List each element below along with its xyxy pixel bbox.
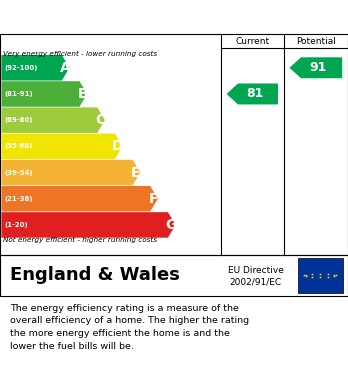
Polygon shape <box>1 212 176 238</box>
Text: E: E <box>131 165 140 179</box>
Text: (1-20): (1-20) <box>5 222 28 228</box>
Text: EU Directive: EU Directive <box>228 265 284 274</box>
Text: C: C <box>95 113 105 127</box>
Text: 81: 81 <box>246 88 263 100</box>
Bar <box>298 258 343 293</box>
Polygon shape <box>1 186 158 212</box>
Polygon shape <box>1 81 87 107</box>
Text: (69-80): (69-80) <box>5 117 33 123</box>
Text: G: G <box>165 218 177 232</box>
Text: (39-54): (39-54) <box>5 170 33 176</box>
Text: D: D <box>112 139 124 153</box>
Polygon shape <box>1 134 122 159</box>
Text: A: A <box>60 61 70 75</box>
Text: Not energy efficient - higher running costs: Not energy efficient - higher running co… <box>3 237 158 243</box>
Text: 2002/91/EC: 2002/91/EC <box>230 278 282 287</box>
Text: (21-38): (21-38) <box>5 196 33 202</box>
Text: Energy Efficiency Rating: Energy Efficiency Rating <box>10 9 220 25</box>
Text: (92-100): (92-100) <box>5 65 38 71</box>
Text: The energy efficiency rating is a measure of the
overall efficiency of a home. T: The energy efficiency rating is a measur… <box>10 303 250 351</box>
Text: Very energy efficient - lower running costs: Very energy efficient - lower running co… <box>3 50 158 57</box>
Text: (55-68): (55-68) <box>5 143 33 149</box>
Text: (81-91): (81-91) <box>5 91 33 97</box>
Text: B: B <box>77 87 88 101</box>
Text: Potential: Potential <box>296 37 336 46</box>
Text: 91: 91 <box>310 61 327 74</box>
Polygon shape <box>1 108 105 133</box>
Text: Current: Current <box>235 37 269 46</box>
Polygon shape <box>1 160 140 185</box>
Polygon shape <box>1 55 70 81</box>
Text: England & Wales: England & Wales <box>10 266 180 285</box>
Polygon shape <box>227 84 278 104</box>
Polygon shape <box>290 57 342 78</box>
Text: F: F <box>149 192 158 206</box>
